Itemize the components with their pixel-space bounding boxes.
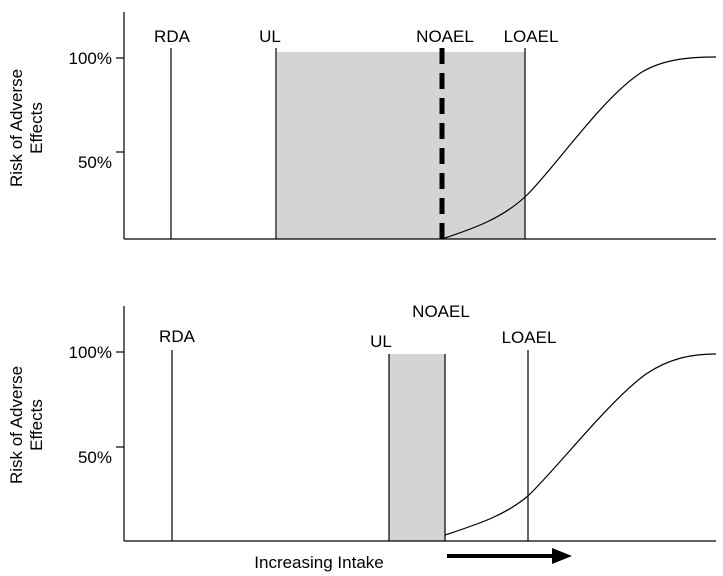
y-axis-label-line2-bottom: Effects xyxy=(27,399,46,451)
noael-label-bottom: NOAEL xyxy=(412,302,470,321)
shaded-region-bottom xyxy=(389,354,445,541)
loael-label-top: LOAEL xyxy=(504,27,559,46)
x-axis-label: Increasing Intake xyxy=(254,553,383,572)
rda-label-top: RDA xyxy=(154,27,191,46)
tick-label-100-bottom: 100% xyxy=(69,343,112,362)
y-axis-label-line2-top: Effects xyxy=(27,102,46,154)
y-axis-label-line1-bottom: Risk of Adverse xyxy=(7,366,26,484)
risk-curve-bottom xyxy=(444,353,717,536)
tick-label-50-bottom: 50% xyxy=(78,448,112,467)
noael-label-top: NOAEL xyxy=(416,27,474,46)
tick-label-50-top: 50% xyxy=(78,153,112,172)
ul-label-top: UL xyxy=(259,27,281,46)
intake-arrow-head xyxy=(552,548,572,564)
shaded-region-top xyxy=(277,52,525,239)
tick-label-100-top: 100% xyxy=(69,49,112,68)
panel-top: 100% 50% Risk of Adverse Effects RDA UL … xyxy=(7,12,717,240)
ul-label-bottom: UL xyxy=(370,332,392,351)
y-axis-label-line1-top: Risk of Adverse xyxy=(7,69,26,187)
panel-bottom: 100% 50% Risk of Adverse Effects RDA UL … xyxy=(7,302,717,572)
loael-label-bottom: LOAEL xyxy=(502,328,557,347)
rda-label-bottom: RDA xyxy=(159,327,196,346)
risk-curve-top xyxy=(441,56,717,240)
